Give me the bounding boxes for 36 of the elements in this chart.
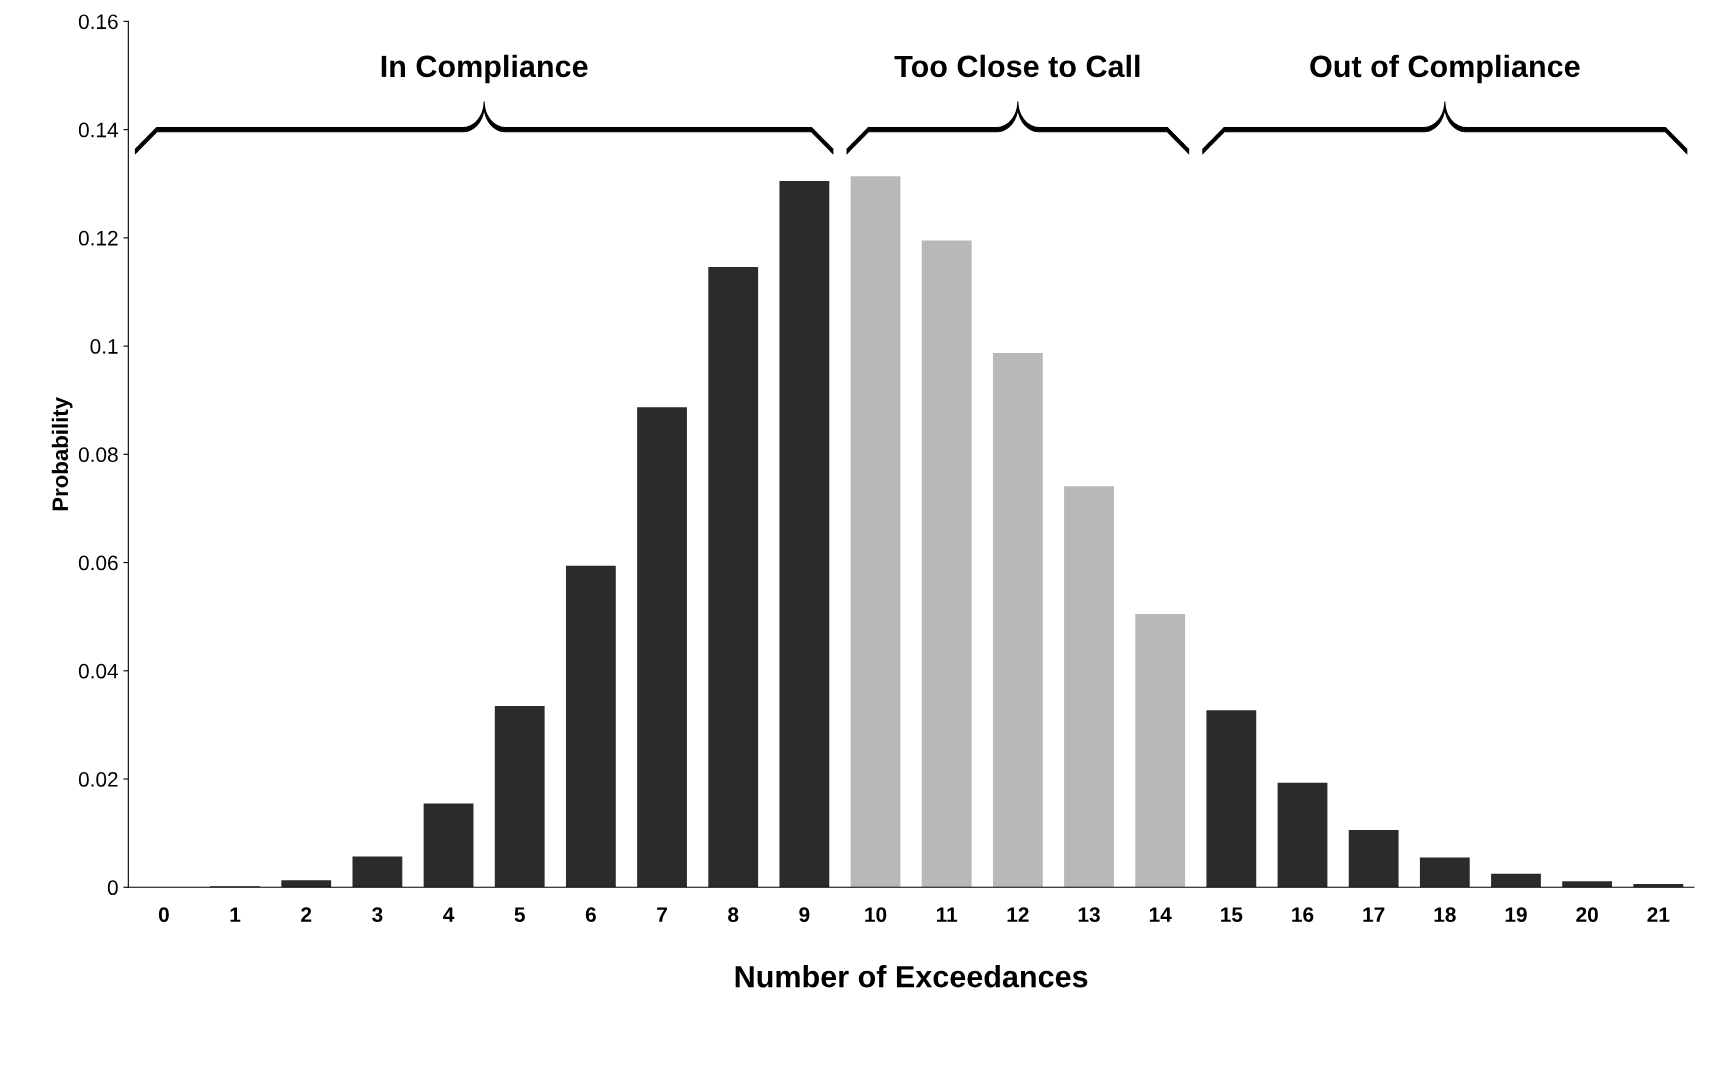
y-tick-label: 0.14 (78, 122, 118, 138)
x-tick-label: 9 (799, 907, 810, 923)
x-tick-label: 0 (158, 907, 169, 923)
annotation: Out of Compliance (1310, 54, 1580, 84)
annotation: Too Close to Call (894, 54, 1140, 78)
y-tick-label: 0.12 (78, 230, 118, 246)
x-tick-label: 11 (936, 907, 958, 922)
y-tick-label: 0.02 (78, 772, 118, 787)
y-tick-label: 0.06 (78, 555, 118, 571)
x-tick-label: 16 (1292, 907, 1314, 923)
x-tick-label: 15 (1221, 907, 1243, 923)
x-tick-label: 20 (1576, 907, 1598, 923)
x-tick-label: 2 (301, 907, 312, 922)
y-tick-label: 0.1 (90, 339, 118, 354)
x-tick-label: 12 (1007, 907, 1029, 922)
y-axis-title: Probability (51, 397, 73, 511)
x-tick-label: 17 (1363, 907, 1385, 922)
x-tick-label: 8 (728, 907, 739, 923)
y-tick-label: 0.08 (78, 447, 118, 463)
x-tick-label: 1 (230, 907, 241, 922)
x-tick-label: 7 (657, 907, 667, 922)
y-tick-label: 0.16 (78, 14, 118, 30)
y-tick-label: 0.04 (78, 663, 118, 679)
x-tick-label: 3 (372, 907, 383, 923)
x-tick-label: 10 (865, 907, 887, 923)
x-tick-label: 13 (1078, 907, 1100, 923)
x-tick-label: 21 (1647, 907, 1670, 922)
annotation: In Compliance (381, 54, 588, 84)
x-axis-title: Number of Exceedances (735, 965, 1088, 988)
y-tick-label: 0 (107, 880, 118, 896)
x-tick-label: 14 (1149, 907, 1172, 922)
x-tick-label: 19 (1505, 907, 1527, 923)
x-tick-label: 5 (514, 907, 525, 923)
x-tick-label: 6 (585, 907, 596, 923)
x-tick-label: 18 (1434, 907, 1456, 923)
x-tick-label: 4 (443, 907, 455, 922)
